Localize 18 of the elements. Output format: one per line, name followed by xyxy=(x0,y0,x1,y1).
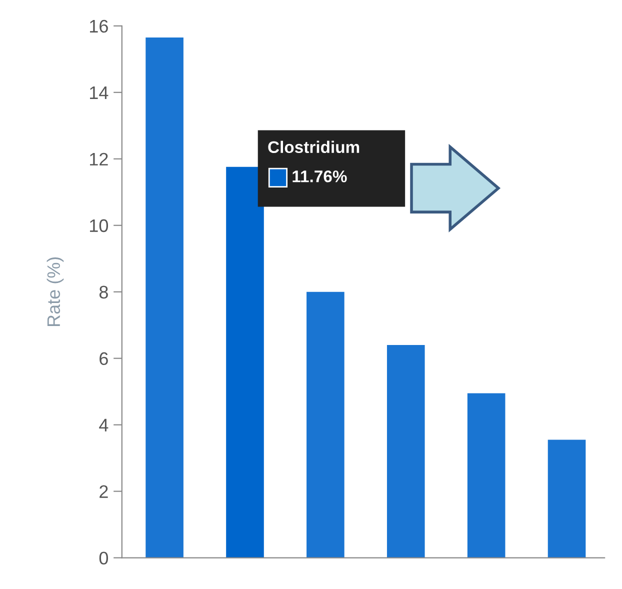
y-axis-title: Rate (%) xyxy=(46,257,64,326)
y-tick-label: 14 xyxy=(90,86,108,99)
annotation: Clostridium xyxy=(268,140,360,154)
bar xyxy=(548,440,586,558)
y-tick-label: 6 xyxy=(100,352,108,366)
bar xyxy=(146,38,184,558)
y-tick-label: 4 xyxy=(99,418,108,432)
bar xyxy=(306,292,344,558)
y-tick-label: 0 xyxy=(99,552,108,565)
bar xyxy=(386,345,425,558)
y-tick-label: 10 xyxy=(90,219,108,232)
y-tick-label: 8 xyxy=(99,286,108,299)
y-tick-label: 2 xyxy=(100,485,108,498)
bar xyxy=(467,393,506,558)
y-tick-label: 16 xyxy=(90,20,108,33)
annotation: 11.76% xyxy=(292,170,347,182)
y-tick-label: 12 xyxy=(90,152,108,166)
bar xyxy=(226,166,264,558)
